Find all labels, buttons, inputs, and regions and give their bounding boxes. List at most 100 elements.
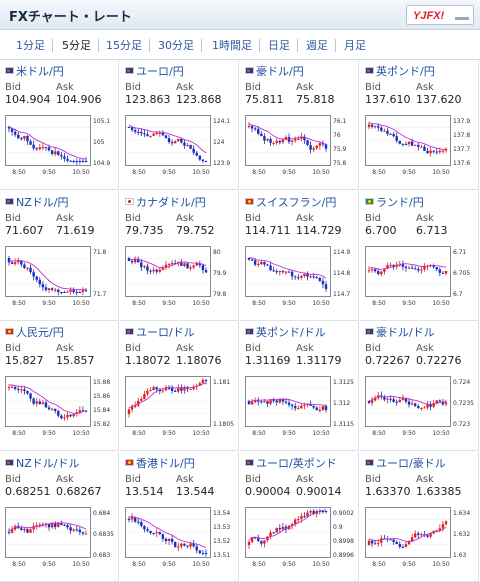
mini-chart[interactable]: 1.634 1.632 1.63 8:50 9:50 10:50 — [365, 507, 473, 575]
candle-body — [432, 150, 435, 152]
y-tick-label: 71.8 — [93, 249, 107, 256]
moving-average-line — [368, 263, 447, 270]
candle-body — [201, 265, 205, 271]
x-tick-label: 10:50 — [432, 300, 449, 307]
candle-body — [195, 152, 198, 156]
tab-6[interactable]: 週足 — [306, 39, 336, 52]
candle-body — [66, 525, 69, 528]
rate-card: ユーロ/豪ドル Bid Ask 1.63370 1.63385 1.634 1.632 1.6… — [360, 452, 479, 582]
tab-3[interactable]: 30分足 — [158, 39, 202, 52]
candle-body — [380, 271, 383, 275]
tab-2[interactable]: 15分足 — [106, 39, 150, 52]
candle-body — [32, 398, 35, 404]
logo-graphic: YJFX! — [407, 6, 473, 24]
candle-body — [57, 523, 60, 527]
candle-body — [373, 543, 377, 545]
tab-7[interactable]: 月足 — [344, 39, 366, 52]
candle-body — [441, 150, 445, 152]
chart-svg: 76.1 76 75.9 75.8 8:50 9:50 10:50 — [245, 115, 347, 176]
candle-body — [300, 275, 303, 278]
y-tick-label: 75.8 — [333, 160, 347, 167]
mini-chart[interactable]: 0.724 0.7235 0.723 8:50 9:50 10:50 — [365, 376, 474, 444]
mini-chart[interactable]: 80 79.9 79.8 8:50 9:50 10:50 — [125, 246, 233, 314]
chart-svg: 124.1 124 123.9 8:50 9:50 10:50 — [125, 115, 230, 176]
pair-link[interactable]: NZドル/円 — [5, 194, 68, 210]
pair-link[interactable]: 米ドル/円 — [5, 63, 64, 79]
y-tick-label: 76.1 — [333, 118, 347, 125]
bid-value: 15.827 — [5, 354, 44, 367]
mini-chart[interactable]: 6.71 6.705 6.7 8:50 9:50 10:50 — [365, 246, 473, 314]
candle-body — [281, 271, 285, 273]
pair-link[interactable]: 英ポンド/ドル — [245, 324, 326, 340]
candle-body — [78, 161, 82, 162]
yjfx-logo[interactable]: YJFX! — [406, 5, 474, 25]
candle-body — [127, 258, 131, 261]
candle-body — [404, 144, 408, 146]
tab-4[interactable]: 1時間足 — [212, 39, 260, 52]
mini-chart[interactable]: 1.181 1.1805 8:50 9:50 10:50 — [125, 376, 234, 444]
mini-chart[interactable]: 76.1 76 75.9 75.8 8:50 9:50 10:50 — [245, 115, 353, 183]
candle-body — [137, 521, 140, 523]
chart-frame — [365, 507, 451, 558]
pair-link[interactable]: スイスフラン/円 — [245, 194, 336, 210]
candle-body — [297, 138, 300, 140]
pair-link[interactable]: 英ポンド/円 — [365, 63, 435, 79]
pair-link[interactable]: ユーロ/ドル — [125, 324, 195, 340]
ask-value: 79.752 — [176, 224, 215, 237]
candle-body — [324, 406, 328, 410]
mini-chart[interactable]: 137.9 137.8 137.7 137.6 8:50 9:50 10:50 — [365, 115, 473, 183]
tab-1[interactable]: 5分足 — [62, 39, 99, 52]
candle-body — [66, 414, 69, 418]
candle-body — [155, 387, 158, 390]
candle-body — [441, 524, 445, 529]
mini-chart[interactable]: 114.9 114.8 114.7 8:50 9:50 10:50 — [245, 246, 353, 314]
pair-link[interactable]: 人民元/円 — [5, 324, 64, 340]
candle-body — [161, 267, 165, 270]
candle-body — [29, 141, 32, 145]
bid-value: 104.904 — [5, 93, 51, 106]
mini-chart[interactable]: 13.54 13.53 13.52 13.51 8:50 9:50 10:50 — [125, 507, 233, 575]
pair-link[interactable]: ユーロ/英ポンド — [245, 455, 337, 471]
candle-body — [272, 400, 275, 402]
x-tick-label: 9:50 — [282, 561, 296, 568]
candle-body — [275, 140, 278, 143]
candle-body — [186, 144, 189, 146]
flag-icon — [125, 328, 134, 335]
mini-chart[interactable]: 71.8 71.7 8:50 9:50 10:50 — [5, 246, 113, 314]
candle-body — [57, 410, 60, 416]
candle-body — [177, 546, 180, 548]
y-tick-label: 0.9002 — [333, 510, 354, 517]
flag-icon — [5, 198, 14, 205]
candle-body — [143, 525, 146, 530]
candle-body — [306, 140, 309, 146]
bid-label: Bid — [5, 213, 21, 224]
tab-5[interactable]: 日足 — [268, 39, 298, 52]
mini-chart[interactable]: 0.684 0.6835 0.683 8:50 9:50 10:50 — [5, 507, 114, 575]
candle-body — [278, 140, 281, 143]
x-tick-label: 10:50 — [432, 561, 449, 568]
mini-chart[interactable]: 0.9002 0.9 0.8998 0.8996 8:50 9:50 10:50 — [245, 507, 354, 575]
candle-body — [180, 138, 183, 143]
mini-chart[interactable]: 1.3125 1.312 1.3115 8:50 9:50 10:50 — [245, 376, 354, 444]
pair-link[interactable]: 豪ドル/円 — [245, 63, 304, 79]
mini-chart[interactable]: 105.1 105 104.9 8:50 9:50 10:50 — [5, 115, 113, 183]
mini-chart[interactable]: 124.1 124 123.9 8:50 9:50 10:50 — [125, 115, 233, 183]
x-tick-label: 10:50 — [72, 169, 89, 176]
pair-link[interactable]: カナダドル/円 — [125, 194, 206, 210]
pair-link[interactable]: 香港ドル/円 — [125, 455, 195, 471]
pair-link[interactable]: ユーロ/円 — [125, 63, 184, 79]
moving-average-line — [368, 122, 447, 150]
candle-body — [161, 390, 165, 392]
candle-body — [158, 389, 161, 392]
candle-body — [377, 542, 380, 544]
pair-link[interactable]: ユーロ/豪ドル — [365, 455, 446, 471]
mini-chart[interactable]: 15.88 15.86 15.84 15.82 8:50 9:50 10:50 — [5, 376, 113, 444]
y-tick-label: 123.9 — [213, 160, 230, 167]
pair-link[interactable]: NZドル/ドル — [5, 455, 79, 471]
pair-link[interactable]: 豪ドル/ドル — [365, 324, 435, 340]
candle-body — [438, 150, 442, 153]
candle-body — [426, 404, 429, 408]
pair-link[interactable]: ランド/円 — [365, 194, 424, 210]
tab-0[interactable]: 1分足 — [16, 39, 53, 52]
ask-value: 13.544 — [176, 485, 215, 498]
